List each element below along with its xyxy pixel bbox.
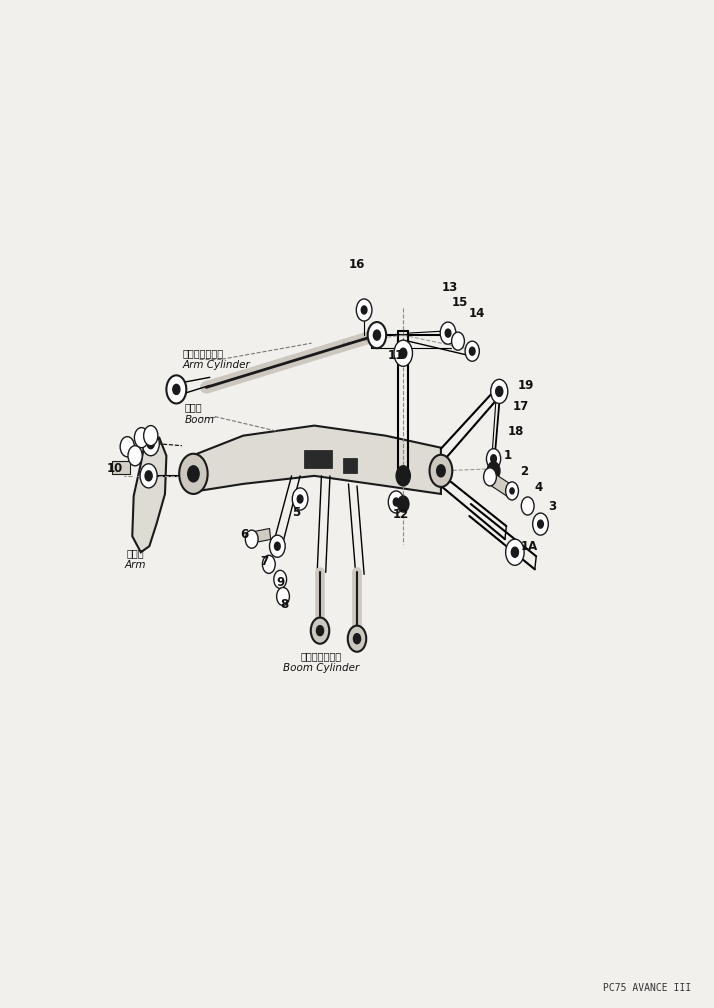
Text: 14: 14 (468, 306, 485, 320)
Text: 18: 18 (508, 425, 525, 438)
Circle shape (273, 571, 286, 589)
Text: 1: 1 (503, 450, 512, 463)
Polygon shape (192, 425, 441, 494)
Text: 8: 8 (281, 598, 288, 611)
Circle shape (274, 542, 280, 550)
Circle shape (506, 482, 518, 500)
Circle shape (263, 555, 275, 574)
Text: ブーム: ブーム (185, 402, 203, 412)
Circle shape (398, 496, 409, 512)
Text: 13: 13 (441, 281, 458, 294)
Text: 15: 15 (452, 296, 468, 309)
Text: 10: 10 (107, 463, 124, 476)
Text: Arm Cylinder: Arm Cylinder (183, 360, 251, 370)
Circle shape (276, 588, 289, 606)
Circle shape (269, 535, 285, 557)
Circle shape (246, 530, 258, 548)
Text: 2: 2 (520, 466, 528, 479)
Circle shape (292, 488, 308, 510)
Circle shape (437, 465, 446, 477)
Circle shape (147, 438, 154, 449)
Text: アーム: アーム (126, 548, 144, 558)
Bar (303, 450, 332, 468)
Circle shape (166, 375, 186, 403)
Text: PC75 AVANCE III: PC75 AVANCE III (603, 983, 691, 993)
Circle shape (538, 520, 543, 528)
Circle shape (393, 498, 399, 506)
Text: ブームシリンダ: ブームシリンダ (301, 651, 342, 661)
Circle shape (483, 468, 496, 486)
Text: Arm: Arm (124, 560, 146, 571)
Circle shape (511, 547, 518, 557)
Circle shape (394, 340, 413, 366)
Circle shape (533, 513, 548, 535)
Text: 17: 17 (513, 400, 528, 413)
Text: 4: 4 (534, 482, 543, 494)
Circle shape (311, 618, 329, 644)
Circle shape (510, 488, 514, 494)
Circle shape (496, 386, 503, 396)
Text: 7: 7 (261, 554, 268, 568)
Text: 9: 9 (277, 576, 285, 589)
Circle shape (348, 626, 366, 652)
Polygon shape (132, 437, 166, 552)
Circle shape (486, 449, 501, 469)
Circle shape (451, 332, 464, 350)
Circle shape (142, 431, 159, 456)
Circle shape (134, 427, 149, 448)
Bar (247, 528, 271, 544)
Text: Boom Cylinder: Boom Cylinder (283, 663, 360, 673)
Circle shape (441, 322, 456, 344)
Bar (343, 459, 357, 474)
Circle shape (491, 379, 508, 403)
Text: 6: 6 (241, 527, 248, 540)
Text: 19: 19 (518, 379, 535, 392)
Text: 12: 12 (393, 508, 409, 520)
Circle shape (446, 329, 451, 337)
Circle shape (128, 446, 142, 466)
Bar (112, 462, 130, 475)
Text: アームシリンダ: アームシリンダ (183, 348, 224, 358)
Circle shape (396, 466, 411, 486)
Text: 5: 5 (293, 506, 301, 518)
Circle shape (188, 466, 199, 482)
Text: Boom: Boom (185, 414, 215, 424)
Circle shape (487, 462, 500, 480)
Circle shape (140, 464, 157, 488)
Circle shape (179, 454, 208, 494)
Circle shape (173, 384, 180, 394)
Circle shape (356, 299, 372, 322)
Circle shape (506, 539, 524, 565)
Circle shape (297, 495, 303, 503)
Circle shape (368, 322, 386, 348)
Circle shape (144, 425, 158, 446)
Text: 1A: 1A (521, 539, 538, 552)
Circle shape (388, 491, 404, 513)
Circle shape (465, 341, 479, 361)
Circle shape (400, 348, 407, 358)
Text: 11: 11 (388, 349, 404, 362)
Circle shape (145, 471, 152, 481)
Text: 16: 16 (349, 258, 365, 271)
Circle shape (373, 330, 381, 340)
Circle shape (469, 347, 475, 355)
Circle shape (430, 455, 452, 487)
Circle shape (353, 634, 361, 644)
Circle shape (120, 436, 134, 457)
Bar (487, 471, 511, 497)
Text: 3: 3 (548, 500, 557, 512)
Circle shape (361, 306, 367, 314)
Circle shape (491, 455, 496, 463)
Circle shape (521, 497, 534, 515)
Circle shape (316, 626, 323, 636)
